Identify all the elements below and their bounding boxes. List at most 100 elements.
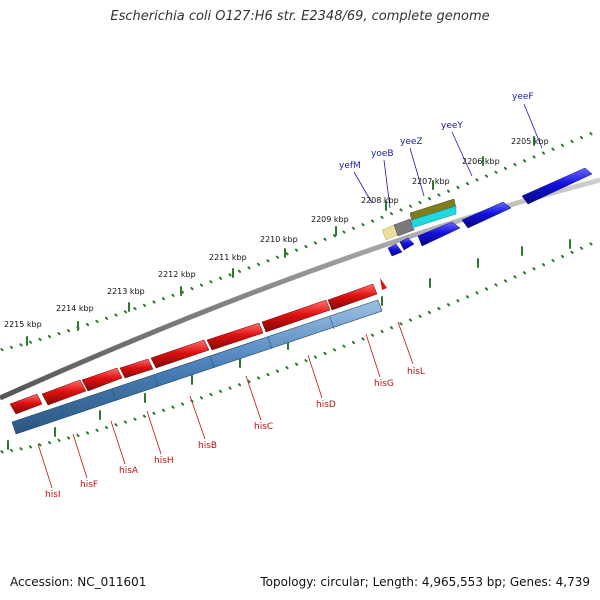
kbp-label: 2209 kbp [311,215,349,224]
scale-tick [484,287,489,291]
scale-tick [494,170,498,174]
reverse-cds-arrow [261,299,331,333]
forward-cds-arrow [399,237,415,251]
scale-tick [484,174,489,178]
label-leader [365,333,381,378]
scale-tick [209,392,213,397]
scale-tick [446,189,451,193]
scale-tick [66,329,71,333]
scale-tick [57,332,61,336]
scale-tick [266,259,270,263]
scale-tick [275,255,280,259]
gene-label: hisF [80,480,98,490]
scale-tick [19,447,23,451]
scale-tick [332,234,337,238]
scale-tick [104,316,109,320]
scale-tick [541,263,546,267]
accession-text: Accession: NC_011601 [10,575,147,589]
reverse-cds-arrow [41,379,87,406]
scale-tick [427,310,432,315]
genome-backbone-line [0,177,600,401]
label-leader [307,354,323,399]
gene-label: yeeF [512,92,534,102]
scale-tick [161,297,166,301]
reverse-cds-arrow [327,283,378,311]
scale-tick [190,286,194,291]
scale-tick [532,155,536,159]
scale-tick [513,162,517,167]
reverse-cds-arrow [150,339,210,369]
scale-tick [475,178,479,182]
scale-tick [323,351,327,356]
scale-tick [95,319,99,324]
scale-tick [133,417,137,421]
scale-tick [570,250,574,254]
label-leader [72,433,88,479]
gene-label: hisI [45,490,61,500]
kbp-label: 2205 kbp [511,137,549,146]
gene-label: yeeZ [400,137,423,147]
scale-tick [351,340,356,345]
scale-tick [370,333,375,337]
gene-label: yeeY [441,121,463,131]
scale-tick [304,244,308,249]
scale-tick [389,326,394,330]
scale-tick [180,402,185,406]
scale-tick [142,414,147,418]
genome-stats-text: Topology: circular; Length: 4,965,553 bp… [260,575,590,589]
scale-tick [133,307,137,311]
scale-tick [85,431,90,435]
gene-label: hisG [374,379,394,389]
labels: 2205 kbp 2206 kbp 2207 kbp 2208 kbp 2209 kbp… [4,92,549,500]
scale-tick [465,295,470,299]
scale-tick [152,411,156,415]
scale-tick [541,151,546,155]
scale-tick [275,369,280,373]
scale-tick [28,340,33,344]
band-separator [153,374,159,388]
scale-tick [209,280,213,284]
band-separator [111,388,117,402]
scale-tick [66,436,71,440]
label-leader [189,395,206,440]
scale-tick [256,376,261,380]
scale-tick [446,303,451,307]
forward-cds-arrow [387,243,403,257]
scale-tick [570,139,574,144]
label-leader [353,171,373,204]
scale-tick [408,204,413,208]
scale-tick [237,383,242,387]
scale-tick [256,262,261,266]
gene-label: hisL [407,367,425,377]
label-leader [146,410,162,455]
scale-tick [85,322,90,327]
band-separator [209,355,215,369]
scale-tick [123,310,128,314]
label-leader [37,443,53,489]
scale-tick [9,448,14,453]
scale-tick [399,322,403,326]
scale-tick [351,226,356,230]
scale-tick [503,279,508,283]
kbp-label: 2214 kbp [56,304,94,313]
scale-tick [589,132,593,136]
scale-tick [579,246,584,250]
scale-tick [389,212,394,216]
genome-backbone [0,177,600,401]
gene-label: hisH [154,456,174,466]
scale-tick [465,182,470,186]
scale-tick [123,420,128,424]
scale-tick [551,147,555,151]
label-leader [383,159,391,209]
forward-cds-arrow [461,201,512,229]
scale-tick [0,348,4,352]
forward-cds-arrow [521,167,593,205]
kbp-label: 2211 kbp [209,253,247,262]
scale-tick [456,299,460,303]
cds-box [411,205,457,229]
scale-tick [370,219,375,223]
scale-tick [380,329,384,334]
reverse-cds-arrow [206,322,264,351]
scale-tick [522,159,527,163]
